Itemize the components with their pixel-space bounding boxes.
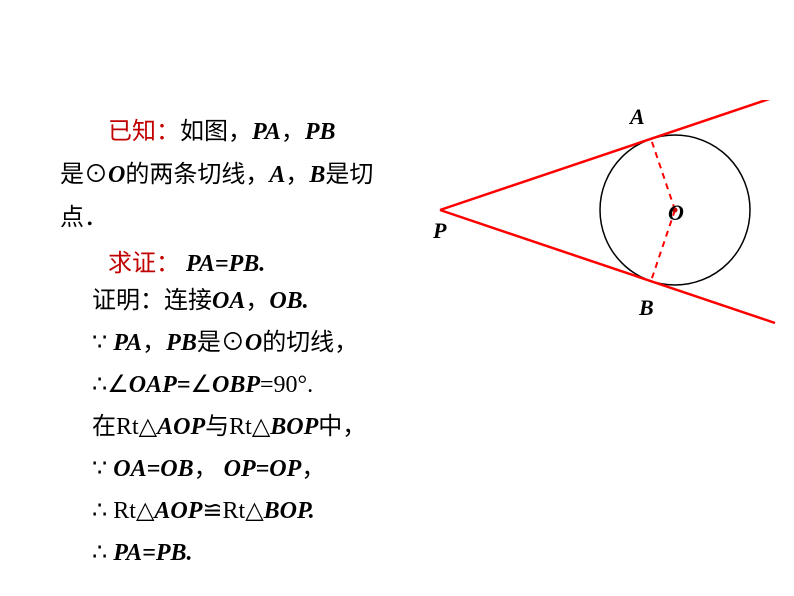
proof-l7b: PA=PB.: [113, 540, 192, 566]
given-body2: 是⊙: [60, 162, 108, 188]
because-2: ∵: [92, 456, 107, 482]
proof-l1b: OA: [212, 288, 245, 314]
given-body4a: 是切: [325, 162, 373, 188]
given-body4b: 点．: [60, 205, 108, 231]
proof-l3b: OAP=: [129, 372, 191, 398]
given-body1: 如图，: [180, 119, 252, 145]
given-a: A: [269, 162, 285, 188]
prove-eq: PA=PB.: [186, 251, 265, 277]
proof-l4c: 与Rt△: [205, 414, 270, 440]
proof-line-3: ∴∠OAP=∠OBP=90°.: [92, 364, 592, 406]
figure-svg: A B O P: [430, 100, 790, 330]
proof-l6d: BOP.: [264, 498, 315, 524]
therefore-3: ∴: [92, 540, 107, 566]
proof-l6a: Rt△: [107, 498, 154, 524]
proof-l2c: ，: [142, 330, 166, 356]
proof-l6b: AOP: [154, 498, 202, 524]
prove-prefix: 求证：: [108, 251, 180, 277]
proof-line-4: 在Rt△AOP与Rt△BOP中，: [92, 406, 592, 448]
proof-l5e: ，: [301, 456, 325, 482]
because-1: ∵: [92, 330, 107, 356]
proof-line-7: ∴ PA=PB.: [92, 532, 592, 574]
proof-l1a: 连接: [164, 288, 212, 314]
geometry-figure: A B O P: [430, 100, 790, 330]
proof-l2d: PB: [166, 330, 197, 356]
given-b: B: [309, 162, 325, 188]
given-line-3: 点．: [60, 198, 480, 239]
proof-l4e: 中，: [318, 414, 366, 440]
proof-l4d: BOP: [270, 414, 318, 440]
proof-l3a: ∠: [107, 372, 129, 398]
given-o: O: [108, 162, 125, 188]
given-c2: ，: [285, 162, 309, 188]
proof-l2b: PA: [113, 330, 142, 356]
svg-text:P: P: [432, 218, 447, 243]
given-prefix: 已知：: [108, 119, 180, 145]
given-body3: 的两条切线，: [125, 162, 269, 188]
proof-l3d: OBP: [212, 372, 260, 398]
proof-l1d: OB.: [269, 288, 308, 314]
proof-line-5: ∵ OA=OB， OP=OP，: [92, 448, 592, 490]
therefore-1: ∴: [92, 372, 107, 398]
proof-l5b: OA=OB: [113, 456, 193, 482]
given-pb: PB: [305, 119, 336, 145]
given-pa: PA: [252, 119, 281, 145]
proof-l2g: 的切线，: [262, 330, 358, 356]
svg-text:O: O: [668, 200, 684, 225]
given-line-1: 已知：如图，PA，PB: [60, 112, 480, 153]
given-c1: ，: [281, 119, 305, 145]
proof-l3e: =90°.: [260, 372, 313, 398]
proof-l6c: ≌Rt△: [202, 498, 263, 524]
proof-l2f: O: [245, 330, 262, 356]
proof-l5d: OP=OP: [224, 456, 302, 482]
proof-line-6: ∴ Rt△AOP≌Rt△BOP.: [92, 490, 592, 532]
given-and-prove: 已知：如图，PA，PB 是⊙O的两条切线，A，B是切 点． 求证： PA=PB.: [60, 112, 480, 287]
proof-l5c: ，: [194, 456, 224, 482]
proof-l2e: 是⊙: [197, 330, 245, 356]
svg-text:A: A: [628, 104, 645, 129]
proof-l1c: ，: [245, 288, 269, 314]
proof-l4b: AOP: [157, 414, 205, 440]
proof-l3c: ∠: [190, 372, 212, 398]
proof-l4a: 在Rt△: [92, 414, 157, 440]
given-line-2: 是⊙O的两条切线，A，B是切: [60, 155, 480, 196]
svg-text:B: B: [638, 295, 654, 320]
therefore-2: ∴: [92, 498, 107, 524]
proof-prefix: 证明：: [92, 288, 164, 314]
